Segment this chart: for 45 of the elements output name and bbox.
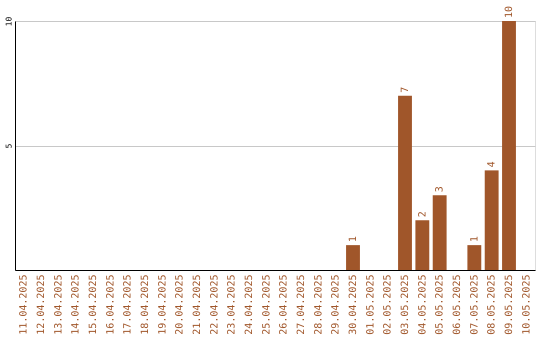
x-tick-label: 24.04.2025 [244,274,255,335]
data-label: 4 [486,161,498,168]
bar [467,245,482,270]
y-tick-label: 5 [4,143,14,148]
x-tick-label: 14.04.2025 [70,274,82,335]
x-tick-label: 25.04.2025 [261,274,272,335]
x-tick-label: 12.04.2025 [36,274,47,335]
x-tick-label: 29.04.2025 [330,274,342,335]
x-tick-label: 17.04.2025 [122,274,134,335]
data-label: 3 [434,186,446,192]
x-tick-label: 15.04.2025 [88,274,99,335]
x-tick-label: 03.05.2025 [400,274,411,335]
x-tick-label: 06.05.2025 [452,274,463,335]
data-label: 2 [417,211,428,218]
bar [432,195,447,270]
x-tick-label: 09.05.2025 [504,274,515,335]
x-tick-label: 04.05.2025 [417,274,428,335]
x-tick-label: 08.05.2025 [486,274,498,335]
x-tick-label: 26.04.2025 [278,274,290,335]
x-tick-label: 19.04.2025 [157,274,168,335]
x-tick-label: 22.04.2025 [209,274,220,335]
data-label: 1 [348,236,359,242]
bar [346,245,360,270]
x-tick-label: 02.05.2025 [382,274,394,335]
data-label: 10 [504,6,515,18]
x-tick-label: 30.04.2025 [348,274,359,335]
x-tick-label: 21.04.2025 [192,274,203,335]
x-tick-label: 27.04.2025 [296,274,307,335]
x-tick-label: 10.05.2025 [521,274,532,335]
x-tick-label: 16.04.2025 [105,274,116,335]
x-tick-label: 20.04.2025 [174,274,186,335]
x-tick-label: 23.04.2025 [226,274,238,335]
bar [398,96,412,270]
x-tick-label: 01.05.2025 [365,274,376,335]
x-tick-label: 07.05.2025 [469,274,480,335]
x-tick-label: 18.04.2025 [140,274,151,335]
bar [502,21,516,270]
bar [415,220,430,270]
x-tick-label: 11.04.2025 [18,274,30,335]
x-tick-label: 13.04.2025 [53,274,64,335]
data-label: 1 [469,236,480,242]
x-tick-label: 28.04.2025 [313,274,324,335]
x-tick-label: 05.05.2025 [434,274,446,335]
data-label: 7 [400,86,411,93]
bar [484,170,499,270]
